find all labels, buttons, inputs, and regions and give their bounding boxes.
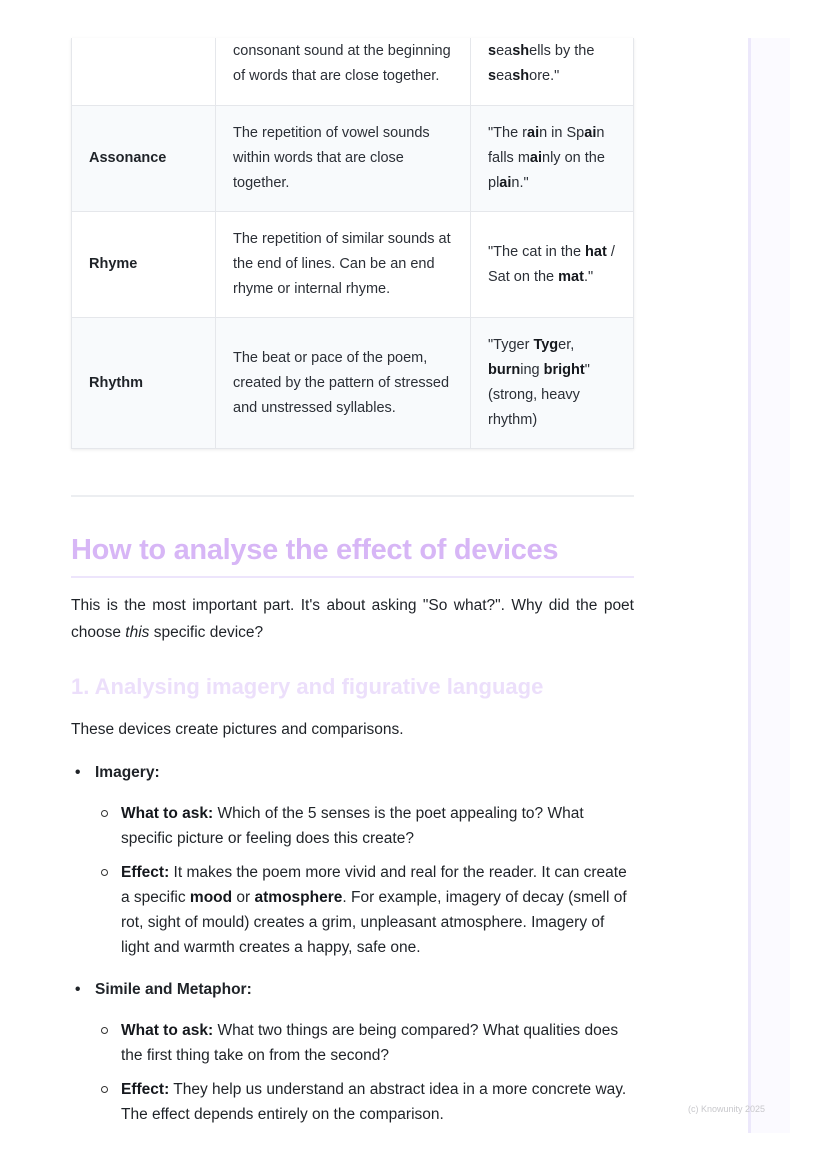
bold-text: Effect:	[121, 1081, 170, 1098]
text-segment: . For example, imagery of decay (smell o…	[121, 889, 627, 956]
text-segment: ells by the	[529, 43, 595, 59]
bold-text: s	[488, 68, 497, 84]
subsection-heading: 1. Analysing imagery and figurative lang…	[71, 674, 544, 699]
devices-table: consonant sound at the beginning of word…	[71, 38, 634, 449]
text-segment: er,	[558, 337, 575, 353]
bold-text: Effect:	[121, 864, 170, 881]
bold-text: bright	[543, 362, 585, 378]
example-cell: seashells by the seashore."	[470, 38, 634, 106]
text-segment: specific device?	[149, 624, 264, 641]
text-segment: ore."	[529, 68, 560, 84]
definition-cell: consonant sound at the beginning of word…	[215, 38, 471, 106]
bold-text: hat	[585, 243, 607, 260]
term-cell: Rhyme	[71, 211, 216, 318]
definition-cell: The beat or pace of the poem, created by…	[215, 317, 471, 449]
intro-paragraph: This is the most important part. It's ab…	[71, 592, 634, 646]
sub-list-text: Effect: They help us understand an abstr…	[121, 1081, 626, 1123]
term-cell	[71, 38, 216, 106]
bold-text: mat	[558, 268, 584, 285]
sub-list-text: Effect: It makes the poem more vivid and…	[121, 864, 627, 956]
list-item-imagery: Imagery:	[75, 760, 160, 785]
text-segment: They help us understand an abstract idea…	[121, 1081, 627, 1123]
text-segment: "The cat in the	[488, 243, 586, 260]
sub-list-text: What to ask: What two things are being c…	[121, 1022, 618, 1064]
sub-list-item: Effect: They help us understand an abstr…	[101, 1077, 631, 1127]
heading-underline	[71, 576, 634, 578]
sub-list-item: What to ask: Which of the 5 senses is th…	[101, 801, 631, 851]
sub-list-text: What to ask: Which of the 5 senses is th…	[121, 805, 584, 847]
side-panel	[748, 38, 790, 1133]
text-segment: Which of the 5 senses is the poet appeal…	[121, 805, 584, 847]
bold-text: atmosphere	[254, 889, 343, 906]
bold-text: ai	[529, 150, 542, 166]
table-row: Rhythm The beat or pace of the poem, cre…	[71, 317, 634, 449]
bold-text: ai	[527, 125, 540, 141]
table-row: Rhyme The repetition of similar sounds a…	[71, 211, 634, 318]
bold-text: ai	[499, 175, 512, 191]
text-segment: "The r	[488, 125, 527, 141]
sub-list-item: What to ask: What two things are being c…	[101, 1018, 631, 1068]
bold-text: s	[488, 43, 497, 59]
table-row: consonant sound at the beginning of word…	[71, 38, 634, 106]
italic-text: this	[125, 624, 150, 641]
example-cell: "The rain in Spain falls mainly on the p…	[470, 105, 634, 212]
bold-text: sh	[512, 43, 530, 59]
copyright-footer: (c) Knowunity 2025	[688, 1104, 766, 1114]
subintro-paragraph: These devices create pictures and compar…	[71, 716, 634, 743]
circle-bullet-icon	[101, 869, 108, 876]
example-cell: "Tyger Tyger, burning bright" (strong, h…	[470, 317, 634, 449]
circle-bullet-icon	[101, 1027, 108, 1034]
text-segment: This is the most important part. It's ab…	[71, 597, 634, 641]
text-segment: n in Sp	[539, 125, 585, 141]
text-segment: "Tyger	[488, 337, 534, 353]
definition-cell: The repetition of vowel sounds within wo…	[215, 105, 471, 212]
text-segment: What two things are being compared? What…	[121, 1022, 619, 1064]
definition-cell: The repetition of similar sounds at the …	[215, 211, 471, 318]
bold-text: What to ask:	[121, 805, 214, 822]
bold-text: Tyg	[533, 337, 559, 353]
section-heading: How to analyse the effect of devices	[71, 534, 559, 566]
text-segment: " (strong, heavy rhythm)	[488, 362, 590, 428]
text-segment: n falls m	[488, 125, 605, 166]
bold-text: burn	[488, 362, 521, 378]
bold-text: mood	[189, 889, 233, 906]
text-segment: ing	[520, 362, 544, 378]
term-cell: Rhythm	[71, 317, 216, 449]
term-cell: Assonance	[71, 105, 216, 212]
text-segment: ."	[583, 268, 594, 285]
list-item-label: Imagery:	[95, 764, 160, 781]
sub-list-item: Effect: It makes the poem more vivid and…	[101, 860, 631, 960]
bold-text: ai	[584, 125, 597, 141]
text-segment: ea	[496, 68, 513, 84]
circle-bullet-icon	[101, 1086, 108, 1093]
bold-text: sh	[512, 68, 530, 84]
table-row: Assonance The repetition of vowel sounds…	[71, 105, 634, 212]
example-cell: "The cat in the hat / Sat on the mat."	[470, 211, 634, 318]
list-item-label: Simile and Metaphor:	[95, 981, 252, 998]
divider	[71, 495, 634, 497]
text-segment: / Sat on the	[488, 243, 615, 285]
text-segment: It makes the poem more vivid and real fo…	[121, 864, 627, 906]
text-segment: nly on the pl	[488, 150, 605, 191]
text-segment: ea	[496, 43, 513, 59]
text-segment: n."	[511, 175, 529, 191]
text-segment: These devices create pictures and compar…	[71, 721, 404, 738]
circle-bullet-icon	[101, 810, 108, 817]
list-item-simile-metaphor: Simile and Metaphor:	[75, 977, 252, 1002]
bold-text: What to ask:	[121, 1022, 214, 1039]
text-segment: or	[232, 889, 255, 906]
